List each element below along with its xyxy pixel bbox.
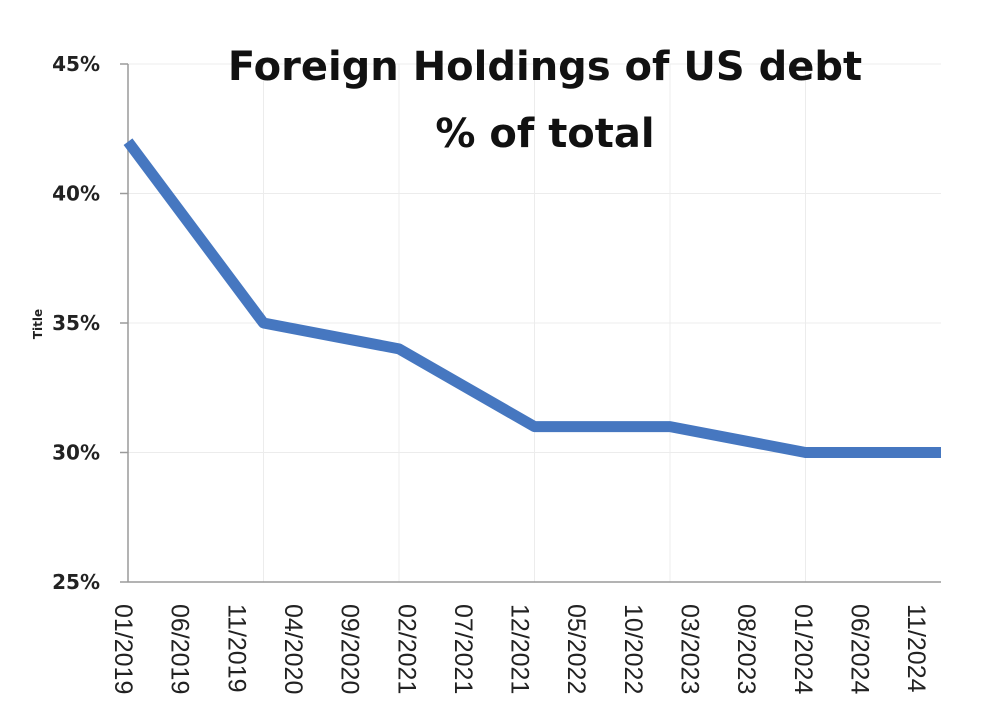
data-series [123,138,941,458]
x-tick-label: 11/2019 [222,604,250,693]
x-tick-label: 05/2022 [562,604,590,694]
chart-title: Foreign Holdings of US debt [228,44,862,90]
x-tick-label: 10/2022 [619,604,647,694]
y-tick-label: 30% [52,441,100,465]
x-tick-label: 02/2021 [392,604,420,694]
series-line [123,138,941,458]
y-tick-label: 40% [52,182,100,206]
x-tick-label: 01/2024 [789,604,817,694]
x-axis-ticks: 01/2019 06/2019 11/2019 04/2020 09/2020 02/20… [109,604,930,694]
x-tick-label: 06/2024 [846,604,874,694]
chart-subtitle: % of total [435,111,654,157]
x-tick-label: 08/2023 [732,604,760,694]
x-tick-label: 01/2019 [109,604,137,694]
x-tick-label: 11/2024 [902,604,930,693]
y-tick-label: 45% [52,52,100,76]
x-tick-label: 06/2019 [166,604,194,694]
x-tick-label: 03/2023 [676,604,704,694]
y-tick-label: 35% [52,311,100,335]
y-axis-label: Title [31,309,45,339]
y-tick-label: 25% [52,570,100,594]
x-tick-label: 12/2021 [506,604,534,694]
x-tick-label: 07/2021 [449,604,477,694]
y-axis-ticks: 25% 30% 35% 40% 45% [52,52,100,594]
x-tick-label: 09/2020 [336,604,364,694]
x-tick-label: 04/2020 [279,604,307,694]
